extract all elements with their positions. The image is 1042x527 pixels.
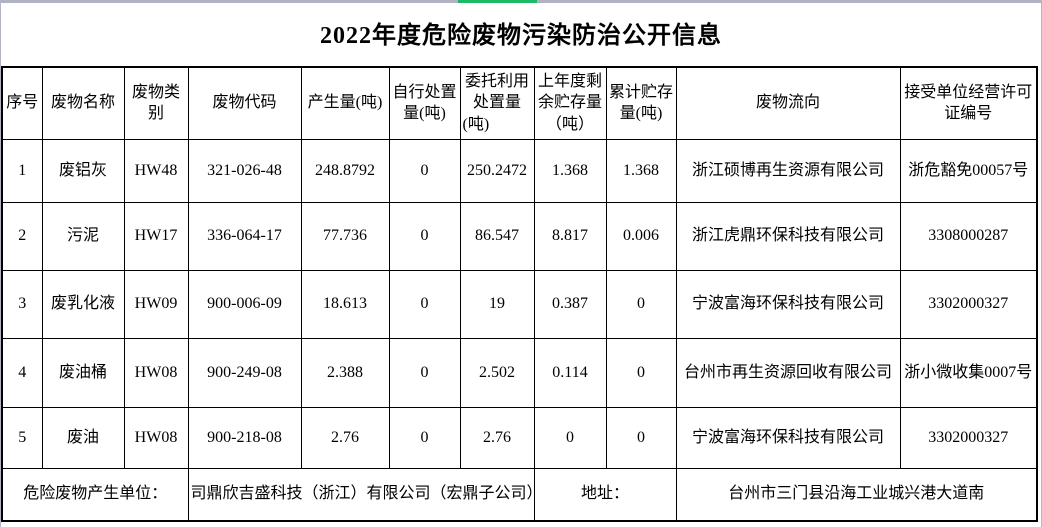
cell-code: 900-218-08: [187, 406, 302, 469]
page-loading-bar-track: [0, 0, 1042, 3]
cell-produced: 77.736: [300, 201, 390, 271]
footer-producer-value: 司鼎欣吉盛科技（浙江）有限公司（宏鼎子公司）: [187, 467, 535, 522]
column-header-flow: 废物流向: [675, 66, 901, 140]
cell-produced: 18.613: [300, 269, 390, 339]
cell-index: 4: [1, 337, 43, 408]
cell-cum_storage: 0.006: [605, 201, 677, 271]
cell-entrusted: 2.76: [459, 406, 535, 469]
cell-category: HW08: [123, 406, 189, 469]
cell-license: 3308000287: [899, 201, 1038, 271]
cell-index: 2: [1, 201, 43, 271]
cell-name: 污泥: [41, 201, 125, 271]
cell-license: 3302000327: [899, 269, 1038, 339]
table-row: 4 废油桶 HW08 900-249-08 2.388 0 2.502 0.114 0 台州市再生…: [1, 337, 1038, 408]
cell-entrusted: 86.547: [459, 201, 535, 271]
column-header-license: 接受单位经营许可证编号: [899, 66, 1038, 140]
page-left-edge-line: [0, 0, 1, 527]
cell-flow: 宁波富海环保科技有限公司: [675, 269, 901, 339]
cell-prev_storage: 0.114: [533, 337, 607, 408]
cell-flow: 浙江虎鼎环保科技有限公司: [675, 201, 901, 271]
cell-self_disposed: 0: [388, 269, 461, 339]
cell-self_disposed: 0: [388, 337, 461, 408]
cell-cum_storage: 0: [605, 337, 677, 408]
cell-index: 1: [1, 138, 43, 203]
cell-prev_storage: 0.387: [533, 269, 607, 339]
cell-prev_storage: 8.817: [533, 201, 607, 271]
footer-address-value: 台州市三门县沿海工业城兴港大道南: [675, 467, 1038, 522]
cell-flow: 浙江硕博再生资源有限公司: [675, 138, 901, 203]
column-header-index: 序号: [1, 66, 43, 140]
column-header-cum_storage: 累计贮存量(吨): [605, 66, 677, 140]
column-header-name: 废物名称: [41, 66, 125, 140]
cell-code: 900-006-09: [187, 269, 302, 339]
page-title: 2022年度危险废物污染防治公开信息: [320, 23, 722, 49]
column-header-prev_storage: 上年度剩余贮存量（吨）: [533, 66, 607, 140]
cell-name: 废油桶: [41, 337, 125, 408]
column-header-category: 废物类别: [123, 66, 189, 140]
cell-prev_storage: 1.368: [533, 138, 607, 203]
table-footer-row: 危险废物产生单位： 司鼎欣吉盛科技（浙江）有限公司（宏鼎子公司） 地址： 台州市…: [1, 467, 1038, 522]
cell-flow: 宁波富海环保科技有限公司: [675, 406, 901, 469]
cell-category: HW08: [123, 337, 189, 408]
cell-produced: 2.388: [300, 337, 390, 408]
cell-index: 5: [1, 406, 43, 469]
cell-entrusted: 250.2472: [459, 138, 535, 203]
cell-self_disposed: 0: [388, 201, 461, 271]
cell-name: 废乳化液: [41, 269, 125, 339]
table-row: 1 废铝灰 HW48 321-026-48 248.8792 0 250.2472 1.368…: [1, 138, 1038, 203]
cell-produced: 248.8792: [300, 138, 390, 203]
cell-category: HW17: [123, 201, 189, 271]
cell-self_disposed: 0: [388, 138, 461, 203]
table-header-row: 序号 废物名称 废物类别 废物代码 产生量(吨) 自行处置量(吨) 委托利用处置量(吨) 上年…: [1, 66, 1038, 140]
table-row: 3 废乳化液 HW09 900-006-09 18.613 0 19 0.387 0 宁波富海环保…: [1, 269, 1038, 339]
cell-code: 336-064-17: [187, 201, 302, 271]
column-header-entrusted: 委托利用处置量(吨): [459, 66, 535, 140]
cell-produced: 2.76: [300, 406, 390, 469]
cell-prev_storage: 0: [533, 406, 607, 469]
cell-code: 321-026-48: [187, 138, 302, 203]
table-row: 5 废油 HW08 900-218-08 2.76 0 2.76 0 0 宁波富海环保科技有限公司…: [1, 406, 1038, 469]
cell-code: 900-249-08: [187, 337, 302, 408]
cell-cum_storage: 0: [605, 269, 677, 339]
cell-name: 废油: [41, 406, 125, 469]
cell-cum_storage: 0: [605, 406, 677, 469]
table-row: 2 污泥 HW17 336-064-17 77.736 0 86.547 8.817 0.006…: [1, 201, 1038, 271]
cell-flow: 台州市再生资源回收有限公司: [675, 337, 901, 408]
cell-entrusted: 19: [459, 269, 535, 339]
column-header-code: 废物代码: [187, 66, 302, 140]
cell-license: 3302000327: [899, 406, 1038, 469]
cell-license: 浙小微收集0007号: [899, 337, 1038, 408]
cell-category: HW48: [123, 138, 189, 203]
column-header-self_disposed: 自行处置量(吨): [388, 66, 461, 140]
cell-name: 废铝灰: [41, 138, 125, 203]
footer-producer-label: 危险废物产生单位：: [1, 467, 189, 522]
cell-index: 3: [1, 269, 43, 339]
column-header-produced: 产生量(吨): [300, 66, 390, 140]
hazardous-waste-table: 序号 废物名称 废物类别 废物代码 产生量(吨) 自行处置量(吨) 委托利用处置量(吨) 上年…: [1, 66, 1038, 522]
page-loading-bar-progress: [458, 0, 537, 3]
cell-category: HW09: [123, 269, 189, 339]
cell-entrusted: 2.502: [459, 337, 535, 408]
cell-self_disposed: 0: [388, 406, 461, 469]
cell-license: 浙危豁免00057号: [899, 138, 1038, 203]
footer-address-label: 地址：: [533, 467, 677, 522]
cell-cum_storage: 1.368: [605, 138, 677, 203]
